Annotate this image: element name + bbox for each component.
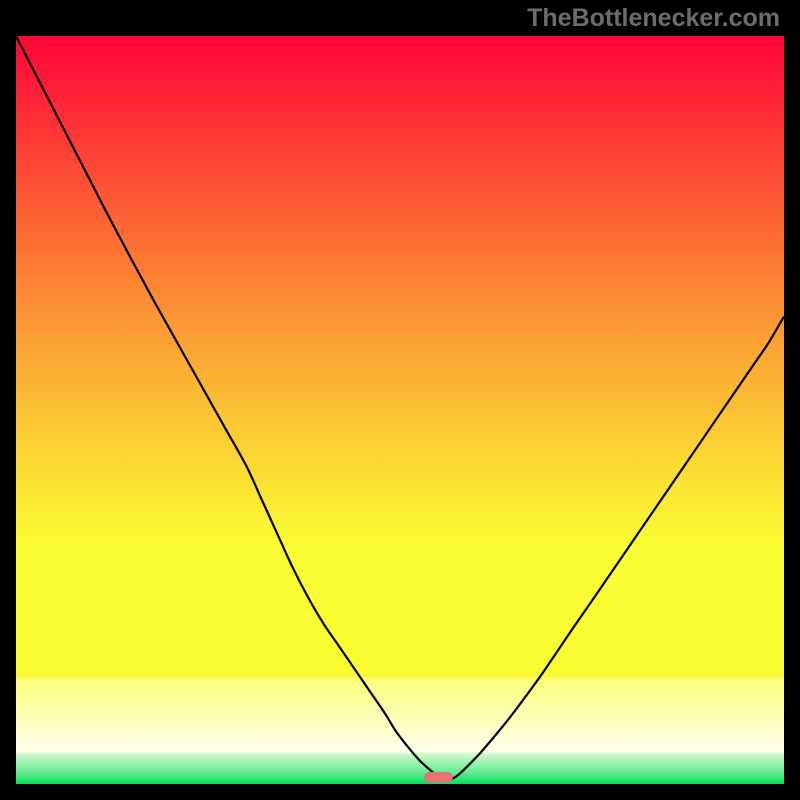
- frame-left: [0, 0, 16, 800]
- gradient-background: [16, 36, 784, 784]
- watermark-text: TheBottlenecker.com: [527, 4, 780, 33]
- optimal-marker: [424, 772, 453, 782]
- frame-bottom: [0, 784, 800, 800]
- plot-area: [16, 36, 784, 784]
- bottleneck-chart: TheBottlenecker.com: [0, 0, 800, 800]
- frame-right: [784, 0, 800, 800]
